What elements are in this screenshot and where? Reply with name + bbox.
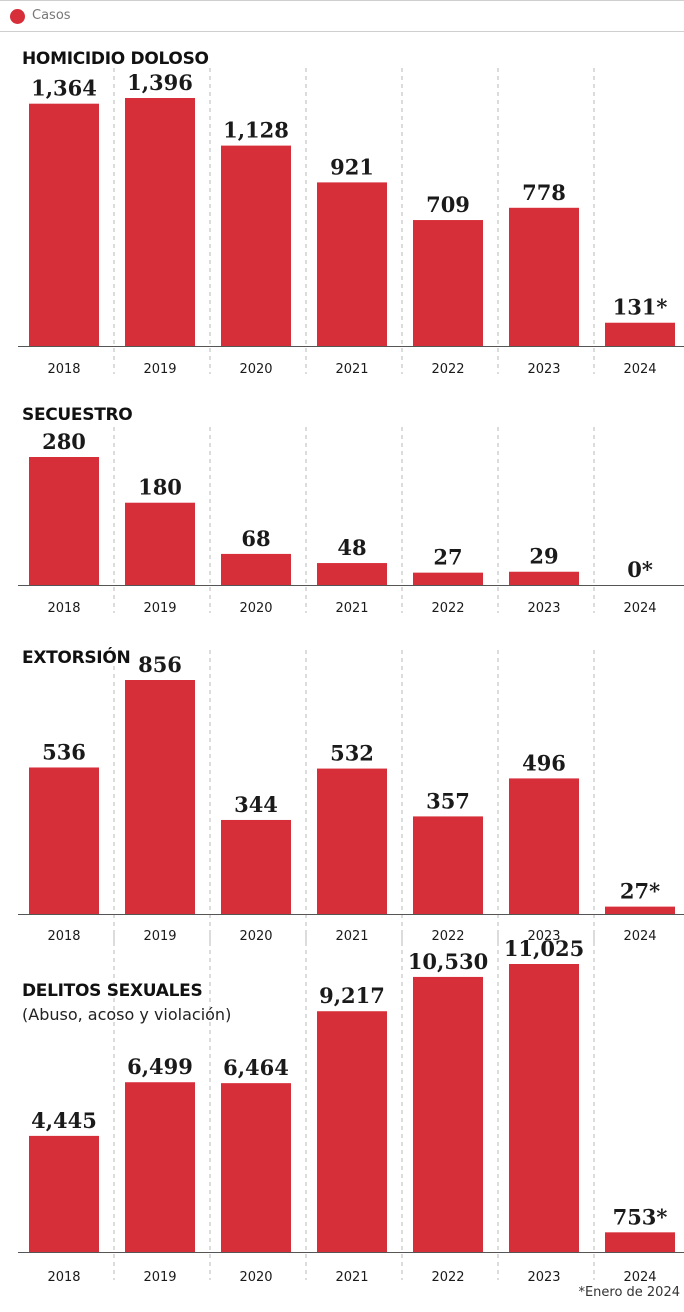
x-tick-label: 2024 (623, 1270, 656, 1285)
value-label: 9,217 (319, 983, 385, 1008)
chart-panel-1: HOMICIDIO DOLOSO 1,364 2018 1,396 2019 1,128 2… (18, 49, 684, 377)
legend-swatch (10, 9, 25, 24)
bar-2022 (413, 220, 483, 346)
x-tick-label: 2021 (335, 601, 368, 616)
x-tick-label: 2024 (623, 601, 656, 616)
panel-title: SECUESTRO (22, 405, 132, 425)
bar-2022 (413, 976, 483, 1252)
x-tick-label: 2019 (143, 929, 176, 944)
value-label: 0* (627, 557, 653, 582)
value-label: 921 (330, 154, 374, 179)
bar-2023 (509, 207, 579, 346)
value-label: 6,499 (127, 1054, 193, 1079)
x-tick-label: 2020 (239, 1270, 272, 1285)
value-label: 27 (433, 545, 462, 570)
x-tick-label: 2024 (623, 929, 656, 944)
x-tick-label: 2023 (527, 1270, 560, 1285)
x-tick-label: 2019 (143, 362, 176, 377)
value-label: 1,364 (31, 76, 97, 101)
bar-2019 (125, 680, 195, 914)
value-label: 29 (529, 544, 558, 569)
value-label: 1,396 (127, 70, 193, 95)
value-label: 11,025 (504, 936, 584, 961)
chart-panel-2: SECUESTRO 280 2018 180 2019 68 2020 48 2021 27 202… (18, 405, 684, 616)
x-tick-label: 2022 (431, 362, 464, 377)
bar-2022 (413, 572, 483, 585)
bar-2022 (413, 816, 483, 914)
value-label: 753* (613, 1204, 668, 1229)
value-label: 709 (426, 192, 470, 217)
x-tick-label: 2019 (143, 1270, 176, 1285)
bar-2023 (509, 571, 579, 585)
bar-2018 (29, 103, 99, 346)
charts-canvas: HOMICIDIO DOLOSO 1,364 2018 1,396 2019 1,128 2… (18, 49, 684, 1285)
bar-2024 (605, 322, 675, 346)
bar-2023 (509, 778, 579, 914)
x-tick-label: 2019 (143, 601, 176, 616)
bar-2019 (125, 98, 195, 346)
legend-label: Casos (32, 8, 71, 23)
bar-2020 (221, 819, 291, 914)
value-label: 10,530 (408, 949, 488, 974)
bar-2024 (605, 1232, 675, 1252)
value-label: 536 (42, 739, 86, 764)
x-tick-label: 2018 (47, 1270, 80, 1285)
bar-2023 (509, 964, 579, 1252)
x-tick-label: 2022 (431, 601, 464, 616)
x-tick-label: 2018 (47, 601, 80, 616)
x-tick-label: 2022 (431, 929, 464, 944)
value-label: 6,464 (223, 1055, 289, 1080)
bar-2018 (29, 457, 99, 585)
x-tick-label: 2018 (47, 929, 80, 944)
bar-2021 (317, 182, 387, 346)
bar-2018 (29, 1135, 99, 1252)
chart-panel-4: DELITOS SEXUALES (Abuso, acoso y violació… (18, 934, 684, 1285)
x-tick-label: 2020 (239, 929, 272, 944)
bar-2020 (221, 1083, 291, 1252)
x-tick-label: 2023 (527, 362, 560, 377)
x-tick-label: 2021 (335, 362, 368, 377)
value-label: 778 (522, 180, 566, 205)
value-label: 856 (138, 652, 182, 677)
x-tick-label: 2020 (239, 601, 272, 616)
bar-2021 (317, 563, 387, 585)
x-tick-label: 2022 (431, 1270, 464, 1285)
x-tick-label: 2021 (335, 1270, 368, 1285)
value-label: 48 (337, 535, 366, 560)
bar-2020 (221, 553, 291, 585)
bar-2020 (221, 145, 291, 346)
x-tick-label: 2023 (527, 929, 560, 944)
x-tick-label: 2023 (527, 601, 560, 616)
value-label: 344 (234, 792, 278, 817)
value-label: 4,445 (31, 1108, 97, 1133)
x-tick-label: 2024 (623, 362, 656, 377)
bar-2018 (29, 767, 99, 914)
value-label: 357 (426, 788, 470, 813)
x-tick-label: 2018 (47, 362, 80, 377)
value-label: 496 (522, 750, 566, 775)
legend: Casos (0, 0, 684, 32)
value-label: 1,128 (223, 118, 289, 143)
panel-subtitle: (Abuso, acoso y violación) (22, 1005, 231, 1024)
x-tick-label: 2021 (335, 929, 368, 944)
panel-title: DELITOS SEXUALES (22, 981, 202, 1001)
bar-2021 (317, 768, 387, 914)
bar-2019 (125, 502, 195, 585)
panel-title: EXTORSIÓN (22, 646, 130, 668)
value-label: 180 (138, 475, 182, 500)
x-tick-label: 2020 (239, 362, 272, 377)
bar-2019 (125, 1082, 195, 1252)
footnote: *Enero de 2024 (578, 1285, 680, 1300)
chart-panel-3: EXTORSIÓN 536 2018 856 2019 344 2020 532 2021 357… (18, 646, 684, 944)
value-label: 68 (241, 526, 270, 551)
bar-2021 (317, 1011, 387, 1252)
value-label: 532 (330, 741, 374, 766)
value-label: 27* (620, 879, 660, 904)
value-label: 131* (613, 295, 668, 320)
panel-title: HOMICIDIO DOLOSO (22, 49, 209, 69)
value-label: 280 (42, 429, 86, 454)
bar-2024 (605, 906, 675, 914)
